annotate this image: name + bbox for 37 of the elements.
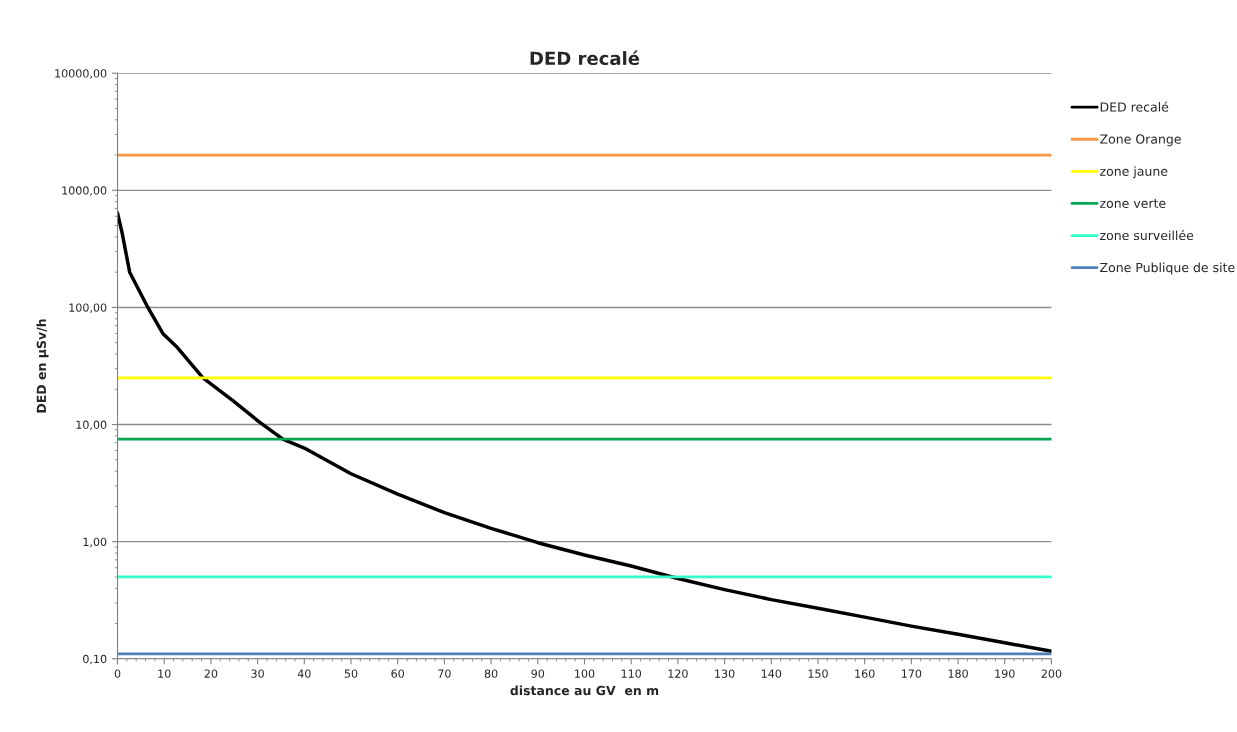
x-tick-label: 100: [575, 669, 595, 678]
x-tick-label: 50: [344, 669, 358, 678]
x-tick-label: 90: [531, 669, 545, 678]
y-tick-label: 10,00: [76, 420, 107, 431]
x-tick-label: 80: [484, 669, 498, 678]
legend-label: DED recalé: [1100, 101, 1169, 112]
x-tick-label: 140: [761, 669, 782, 678]
legend-label: zone surveillée: [1100, 229, 1194, 241]
legend-label: Zone Orange: [1100, 134, 1181, 147]
x-tick-label: 60: [391, 669, 405, 678]
chart-title: DED recalé: [530, 50, 640, 66]
legend-label: zone jaune: [1100, 166, 1168, 179]
x-tick-label: 160: [855, 669, 875, 678]
y-tick-label: 1,00: [83, 537, 107, 548]
x-tick-label: 30: [251, 669, 264, 678]
x-axis-title: distance au GV en m: [510, 685, 659, 696]
x-tick-label: 120: [668, 669, 688, 678]
x-tick-label: 20: [204, 669, 218, 678]
x-tick-label: 70: [438, 669, 451, 678]
x-tick-label: 40: [297, 669, 311, 678]
x-tick-label: 0: [114, 669, 121, 678]
x-tick-label: 150: [808, 669, 828, 678]
x-tick-label: 110: [621, 669, 642, 678]
legend-label: Zone Publique de site: [1100, 262, 1235, 275]
x-tick-label: 190: [995, 669, 1015, 678]
x-tick-label: 200: [1041, 669, 1062, 678]
x-tick-label: 130: [715, 669, 735, 678]
x-tick-label: 10: [158, 669, 171, 678]
x-tick-label: 180: [948, 669, 968, 678]
x-tick-label: 170: [901, 669, 922, 678]
y-tick-label: 1000,00: [62, 186, 107, 196]
line-series: [117, 211, 1052, 653]
y-axis-title: DED en µSv/h: [36, 319, 49, 413]
legend-label: zone verte: [1100, 199, 1166, 208]
y-tick-label: 10000,00: [55, 69, 107, 79]
y-tick-label: 100,00: [69, 303, 107, 313]
y-tick-label: 0,10: [83, 654, 107, 665]
